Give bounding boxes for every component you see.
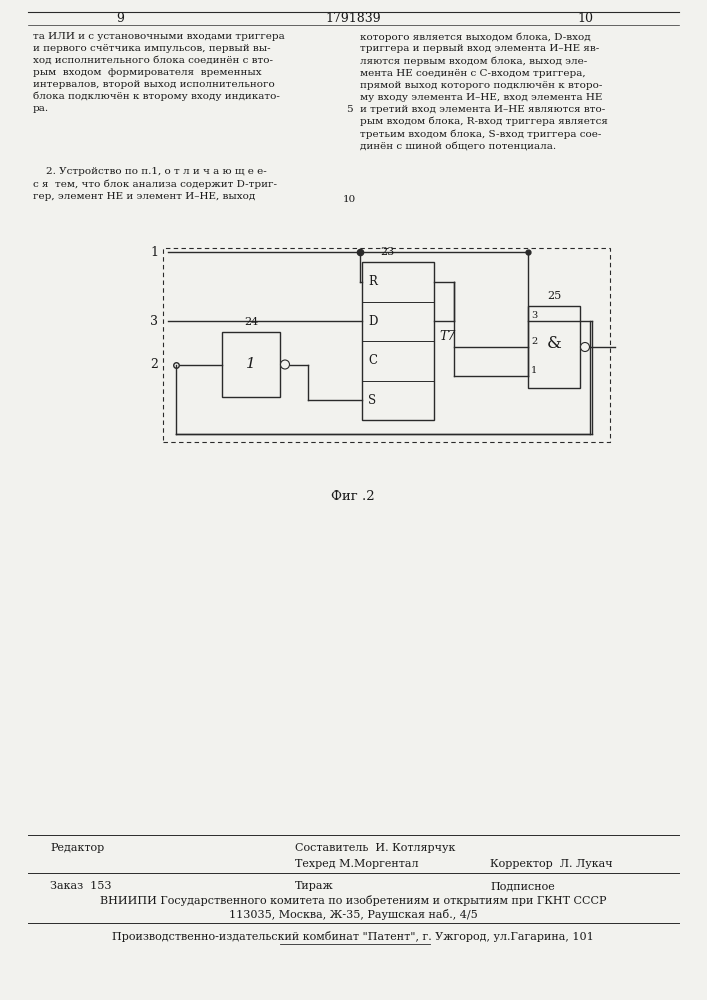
Text: Составитель  И. Котлярчук: Составитель И. Котлярчук xyxy=(295,843,455,853)
Text: R: R xyxy=(368,275,377,288)
Text: 1: 1 xyxy=(246,358,256,371)
Bar xyxy=(163,248,610,442)
Text: Производственно-издательский комбинат "Патент", г. Ужгород, ул.Гагарина, 101: Производственно-издательский комбинат "П… xyxy=(112,931,594,942)
Text: Подписное: Подписное xyxy=(490,881,555,891)
Text: 23: 23 xyxy=(380,247,395,257)
Text: которого является выходом блока, D-вход
триггера и первый вход элемента И–НЕ яв-: которого является выходом блока, D-вход … xyxy=(360,32,608,151)
Text: S: S xyxy=(368,394,376,407)
Text: T7: T7 xyxy=(439,330,455,342)
Text: ВНИИПИ Государственного комитета по изобретениям и открытиям при ГКНТ СССР: ВНИИПИ Государственного комитета по изоб… xyxy=(100,895,606,906)
Text: 1791839: 1791839 xyxy=(325,12,381,25)
Text: Тираж: Тираж xyxy=(295,881,334,891)
Text: Фиг .2: Фиг .2 xyxy=(331,490,375,503)
Text: 3: 3 xyxy=(531,311,537,320)
Text: 10: 10 xyxy=(577,12,593,25)
Circle shape xyxy=(281,360,289,369)
Text: та ИЛИ и с установочными входами триггера
и первого счётчика импульсов, первый в: та ИЛИ и с установочными входами триггер… xyxy=(33,32,285,113)
Text: Редактор: Редактор xyxy=(50,843,104,853)
Bar xyxy=(222,332,280,397)
Text: Заказ  153: Заказ 153 xyxy=(50,881,112,891)
Text: C: C xyxy=(368,354,377,367)
Bar xyxy=(362,262,434,420)
Text: &: & xyxy=(547,336,561,353)
Text: 25: 25 xyxy=(547,291,561,301)
Text: 2: 2 xyxy=(150,358,158,371)
Text: Техред М.Моргентал: Техред М.Моргентал xyxy=(295,859,419,869)
Circle shape xyxy=(580,342,590,352)
Text: 1: 1 xyxy=(531,366,537,375)
Bar xyxy=(528,306,580,388)
Text: D: D xyxy=(368,315,378,328)
Text: 9: 9 xyxy=(116,12,124,25)
Text: 5: 5 xyxy=(346,105,352,114)
Text: 3: 3 xyxy=(150,315,158,328)
Text: 2. Устройство по п.1, о т л и ч а ю щ е е-
с я  тем, что блок анализа содержит D: 2. Устройство по п.1, о т л и ч а ю щ е … xyxy=(33,167,277,201)
Text: 2: 2 xyxy=(531,337,537,346)
Text: 113035, Москва, Ж-35, Раушская наб., 4/5: 113035, Москва, Ж-35, Раушская наб., 4/5 xyxy=(228,909,477,920)
Text: Корректор  Л. Лукач: Корректор Л. Лукач xyxy=(490,859,613,869)
Text: 24: 24 xyxy=(244,317,258,327)
Text: 10: 10 xyxy=(342,194,356,204)
Text: 1: 1 xyxy=(150,245,158,258)
